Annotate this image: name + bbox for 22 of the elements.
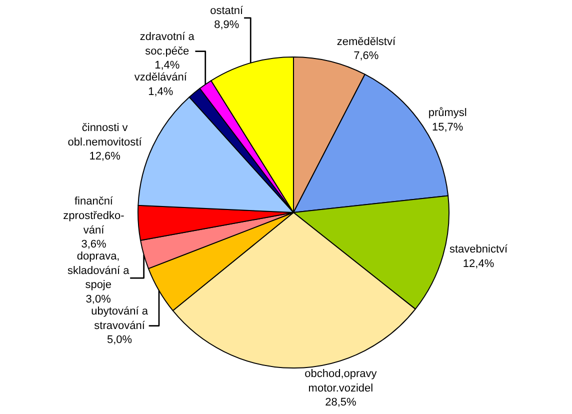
data-label: 1,4% (154, 60, 180, 72)
slice-label: zdravotní a soc.péče (140, 31, 196, 58)
slice-label: vzdělávání (134, 72, 188, 84)
slice-label: zemědělství (336, 36, 396, 48)
data-label: 1,4% (148, 86, 174, 98)
data-label: 12,4% (462, 258, 494, 270)
data-label: 8,9% (214, 19, 240, 32)
slice-label: stavebnictví (449, 243, 509, 256)
slice-label: ubytování a stravování (91, 305, 149, 332)
data-label: 15,7% (432, 122, 464, 134)
slice-label: ostatní (210, 4, 244, 17)
slice-label: průmysl (428, 107, 467, 120)
slice-label: činnosti v obl.nemovitostí (68, 122, 143, 148)
data-label: 3,6% (81, 238, 106, 251)
data-label: 12,6% (89, 150, 121, 163)
data-label: 5,0% (106, 334, 132, 346)
slice-label: finanční zprostředko- vání (63, 196, 125, 236)
data-label: 7,6% (354, 50, 379, 62)
data-label: 3,0% (86, 293, 112, 306)
slice-label: obchod,opravy motor.vozidel (304, 368, 378, 394)
data-label: 28,5% (325, 396, 357, 409)
slice-label: doprava, skladování a spoje (67, 250, 130, 292)
